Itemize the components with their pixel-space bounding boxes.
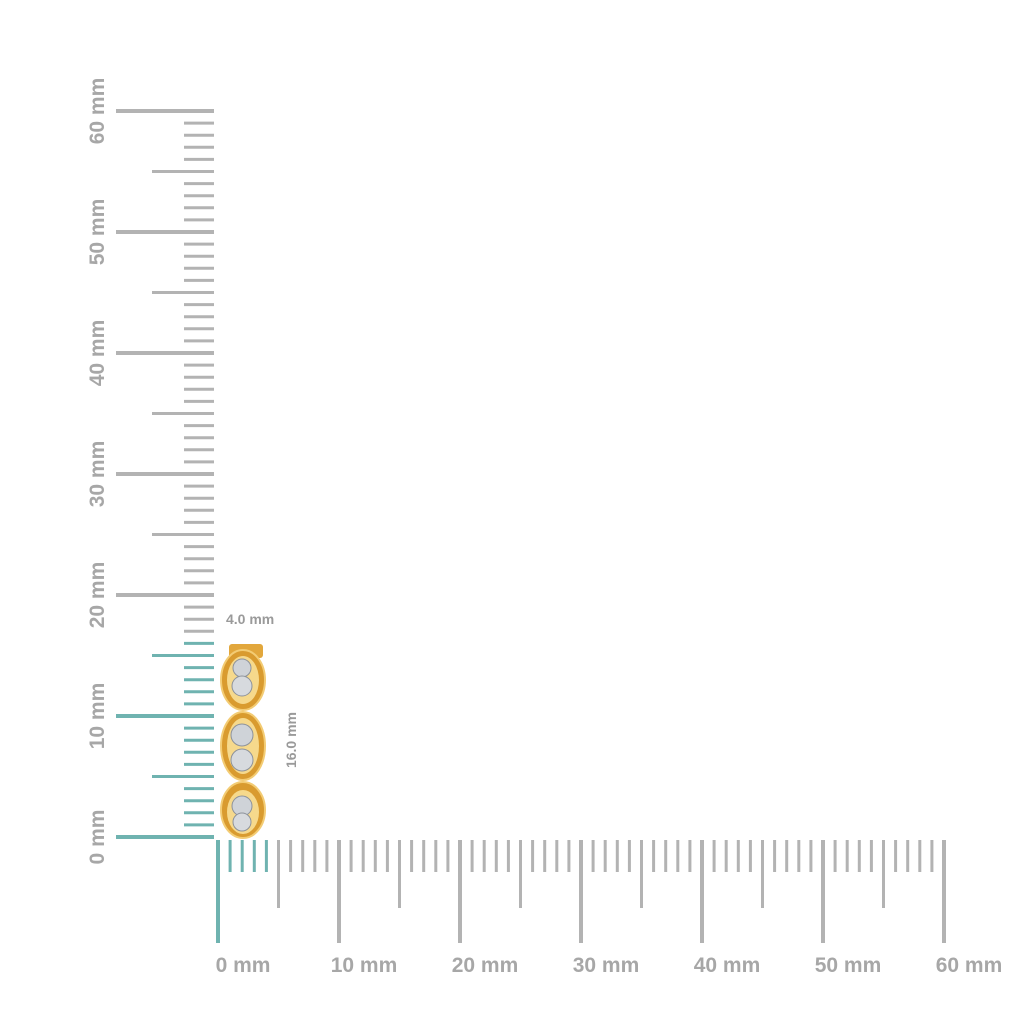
y-ruler-label: 20 mm [86,562,109,629]
ruler-ticks [116,109,946,943]
earring [220,644,266,839]
y-ruler-label: 40 mm [86,320,109,387]
height-label: 16.0 mm [283,712,299,768]
x-ruler-label: 0 mm [216,954,271,977]
width-label: 4.0 mm [226,611,274,627]
x-ruler-label: 30 mm [573,954,640,977]
x-ruler-label: 40 mm [694,954,761,977]
x-ruler-label: 20 mm [452,954,519,977]
x-ruler-label: 60 mm [936,954,1003,977]
y-ruler-label: 60 mm [86,78,109,145]
y-ruler-label: 30 mm [86,441,109,508]
x-ruler-label: 10 mm [331,954,398,977]
y-ruler-label: 50 mm [86,199,109,266]
y-ruler-label: 0 mm [86,810,109,865]
x-ruler-label: 50 mm [815,954,882,977]
y-ruler-label: 10 mm [86,683,109,750]
